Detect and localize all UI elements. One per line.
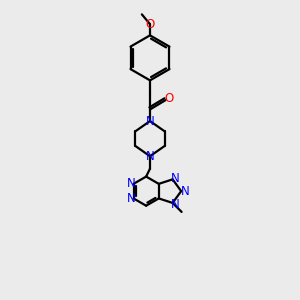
Text: N: N <box>127 177 135 190</box>
Text: O: O <box>146 18 155 31</box>
Text: N: N <box>171 172 180 184</box>
Text: N: N <box>127 192 135 206</box>
Text: N: N <box>181 184 190 198</box>
Text: N: N <box>146 150 154 163</box>
Text: N: N <box>146 115 154 128</box>
Text: N: N <box>171 198 180 211</box>
Text: O: O <box>164 92 173 105</box>
